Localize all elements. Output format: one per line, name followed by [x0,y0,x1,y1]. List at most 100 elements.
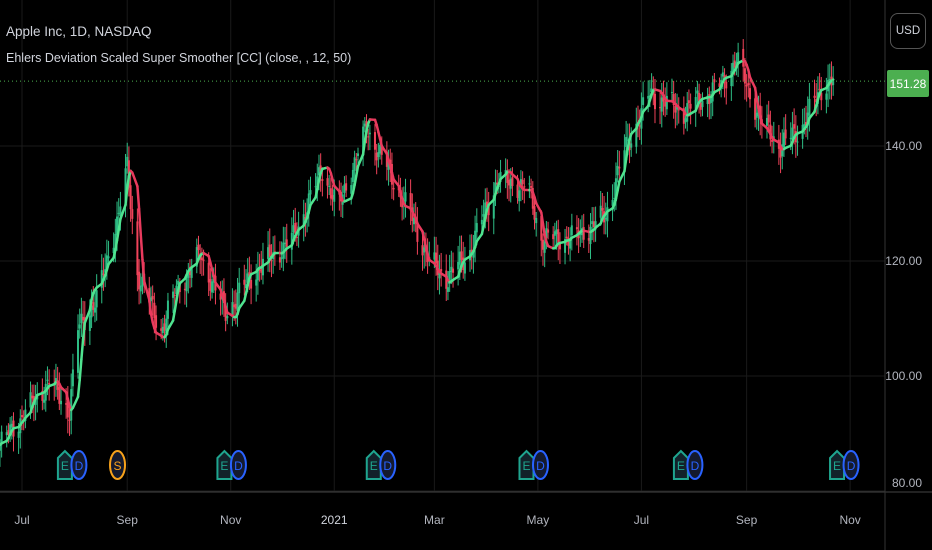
y-tick-label: 100.00 [885,369,922,383]
dividend-marker-icon[interactable]: D [70,450,88,480]
candle-body [331,195,334,200]
candle-body [294,222,297,234]
smoother-segment [392,178,400,188]
candle-body [54,378,57,384]
candle-body [737,52,740,65]
smoother-segment [112,248,117,260]
candle-body [541,239,544,250]
smoother-segment [540,211,545,226]
candle-body [102,273,105,275]
candle-body [151,295,154,300]
candle-body [258,269,261,271]
candle-body [357,153,360,156]
candle-body [68,419,71,421]
candle-body [509,178,512,189]
smoother-segment [534,202,543,214]
smoother-segment [237,299,246,310]
smoother-segment [71,395,80,410]
candle-body [413,217,416,225]
candle-body [638,125,641,127]
candle-body [653,93,656,110]
candle-body [528,183,531,185]
candle-body [268,244,271,257]
candle-body [392,188,395,190]
candle-body [438,270,441,279]
candle-body [825,93,828,100]
currency-button[interactable]: USD [890,13,926,49]
candle-body [713,79,716,83]
smoother-segment [416,222,424,233]
candle-body [421,245,424,256]
candle-body [90,305,93,318]
smoother-segment [131,171,139,188]
candle-body [793,124,796,129]
earnings-marker-icon[interactable]: E [56,449,73,480]
earnings-marker-icon[interactable]: E [672,449,689,480]
candle-body [207,262,210,283]
dividend-marker-icon[interactable]: D [229,450,247,480]
candle-body [452,268,455,273]
y-tick-label: 120.00 [885,254,922,268]
candle-body [368,132,371,135]
candle-body [328,185,331,187]
candle-body [17,431,20,438]
candle-body [474,230,477,247]
candle-body [779,147,782,158]
earnings-marker-icon[interactable]: E [216,449,233,480]
split-marker-icon[interactable]: S [109,450,127,480]
dividend-marker-icon[interactable]: D [686,450,704,480]
candle-body [290,232,293,250]
candle-body [350,185,353,194]
candle-body [285,239,288,247]
candle-body [211,281,214,293]
smoother-segment [125,174,131,190]
smoother-segment [351,183,356,195]
candle-body [70,389,73,421]
candle-body [104,269,107,273]
candle-body [482,214,485,217]
candle-body [511,177,514,186]
candle-body [618,166,621,169]
earnings-marker-icon[interactable]: E [518,449,535,480]
candle-body [209,279,212,291]
candle-body [177,280,180,285]
candle-body [565,236,568,239]
earnings-marker-icon[interactable]: E [365,449,382,480]
candle-body [647,95,650,99]
smoother-segment [641,104,650,114]
y-tick-label: 80.00 [891,476,922,490]
smoother-segment [626,138,631,150]
indicator-legend[interactable]: Ehlers Deviation Scaled Super Smoother [… [6,51,352,65]
candle-body [380,146,383,155]
candle-body [100,270,103,288]
candle-body [226,316,229,319]
smoother-segment [141,258,146,283]
candle-body [5,432,8,436]
x-tick-label: Mar [424,513,445,527]
dividend-marker-icon[interactable]: D [531,450,549,480]
earnings-marker-icon[interactable]: E [829,449,846,480]
smoother-segment [747,68,752,79]
smoother-segment [173,299,178,313]
candle-body [56,381,59,390]
symbol-title[interactable]: Apple Inc, 1D, NASDAQ [6,24,152,39]
candle-body [88,315,91,331]
candle-body [234,303,237,309]
dividend-marker-icon[interactable]: D [379,450,397,480]
dividend-marker-icon[interactable]: D [842,450,860,480]
candle-body [321,179,324,181]
svg-text:S: S [114,459,122,473]
smoother-segment [107,256,115,266]
candle-body [46,379,49,381]
candle-body [555,229,558,235]
candle-body [508,179,511,186]
candle-body [557,229,560,245]
candle-body [635,123,638,147]
candle-body [730,70,733,87]
svg-text:E: E [677,459,685,473]
candle-body [190,266,193,278]
candle-body [662,94,665,102]
smoother-segment [753,86,759,101]
candle-body [767,114,770,123]
